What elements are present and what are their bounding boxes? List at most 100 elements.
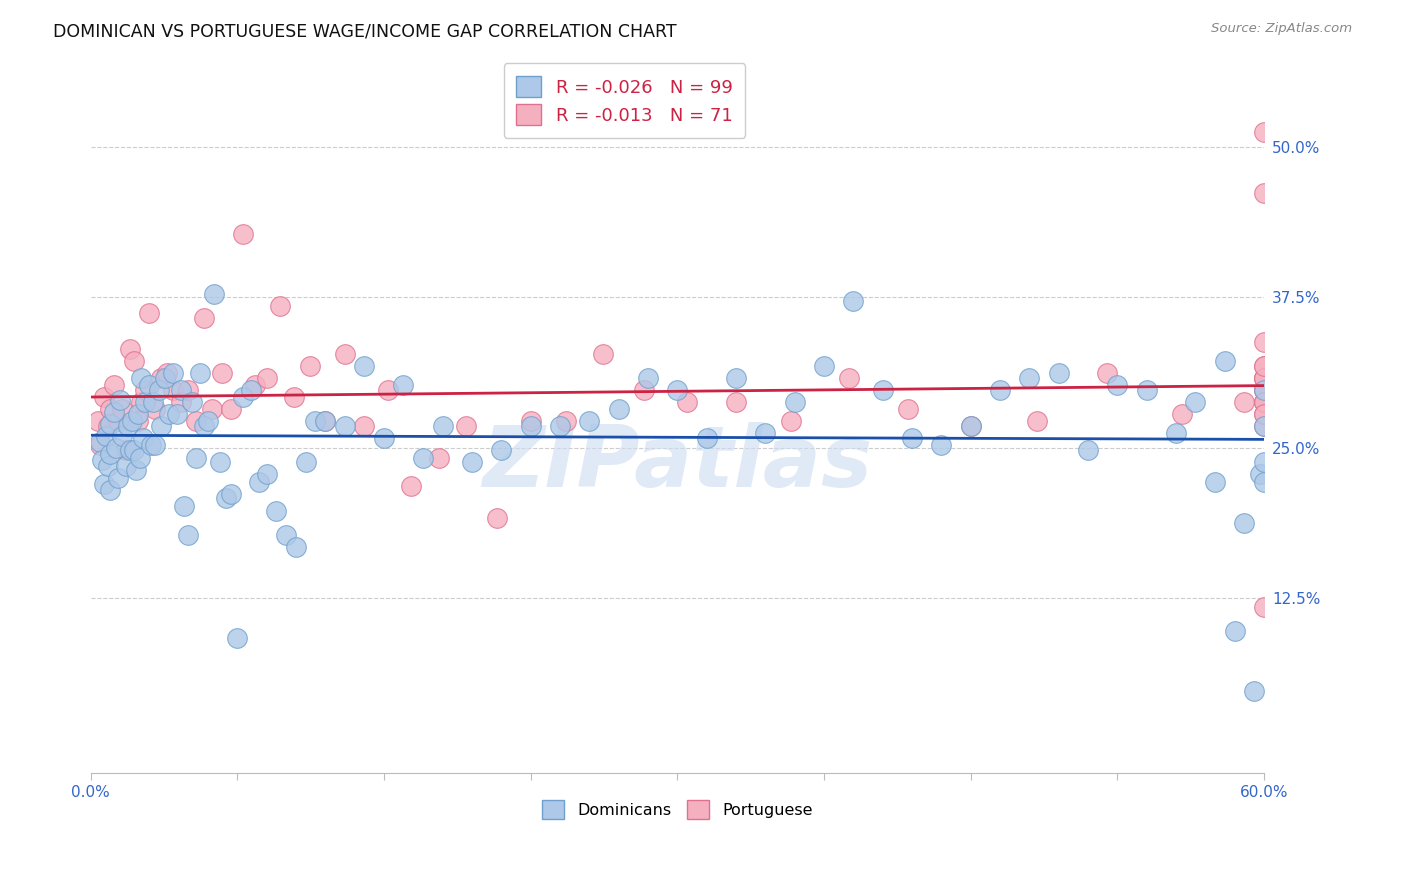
Point [269, 299, 291, 313]
Point [676, 395, 699, 409]
Point [897, 402, 920, 417]
Point [1253, 395, 1275, 409]
Point [373, 431, 395, 445]
Point [114, 458, 136, 473]
Point [247, 475, 270, 489]
Point [122, 443, 145, 458]
Point [214, 491, 236, 506]
Point [97, 458, 120, 473]
Point [121, 414, 143, 428]
Point [105, 441, 128, 455]
Point [166, 407, 188, 421]
Point [132, 431, 155, 445]
Point [122, 354, 145, 368]
Point [314, 414, 336, 428]
Point [142, 395, 165, 409]
Point [111, 429, 134, 443]
Point [156, 366, 179, 380]
Point [633, 383, 655, 397]
Point [1253, 359, 1275, 373]
Point [108, 392, 131, 407]
Point [127, 407, 149, 421]
Point [202, 286, 225, 301]
Point [1204, 475, 1226, 489]
Point [96, 429, 118, 443]
Point [208, 455, 231, 469]
Point [128, 450, 150, 465]
Point [427, 450, 450, 465]
Point [838, 371, 860, 385]
Point [1253, 407, 1275, 421]
Point [783, 395, 806, 409]
Point [1253, 419, 1275, 434]
Point [1253, 371, 1275, 385]
Point [959, 419, 981, 434]
Point [98, 483, 121, 497]
Point [173, 499, 195, 513]
Point [91, 453, 114, 467]
Point [134, 383, 156, 397]
Point [98, 447, 121, 461]
Point [1253, 383, 1275, 397]
Point [1233, 516, 1256, 530]
Point [103, 378, 125, 392]
Point [124, 462, 146, 476]
Point [294, 455, 316, 469]
Point [276, 527, 298, 541]
Point [1184, 395, 1206, 409]
Point [1253, 371, 1275, 385]
Point [131, 371, 153, 385]
Point [162, 366, 184, 380]
Point [1253, 419, 1275, 434]
Point [1243, 684, 1265, 698]
Point [578, 414, 600, 428]
Point [283, 390, 305, 404]
Point [959, 419, 981, 434]
Point [239, 383, 262, 397]
Point [134, 395, 156, 409]
Point [491, 443, 513, 458]
Point [148, 383, 170, 397]
Point [412, 450, 434, 465]
Point [114, 443, 136, 458]
Point [107, 414, 129, 428]
Point [169, 395, 191, 409]
Point [211, 366, 233, 380]
Point [1233, 395, 1256, 409]
Point [256, 467, 278, 482]
Point [929, 438, 952, 452]
Point [150, 371, 173, 385]
Point [1253, 455, 1275, 469]
Point [519, 419, 541, 434]
Point [1253, 395, 1275, 409]
Point [201, 402, 224, 417]
Point [97, 419, 120, 434]
Point [353, 419, 375, 434]
Text: Source: ZipAtlas.com: Source: ZipAtlas.com [1212, 22, 1353, 36]
Point [153, 371, 176, 385]
Point [1213, 354, 1236, 368]
Point [454, 419, 477, 434]
Point [111, 402, 134, 417]
Point [186, 450, 208, 465]
Point [197, 414, 219, 428]
Point [872, 383, 894, 397]
Point [177, 527, 200, 541]
Point [1107, 378, 1129, 392]
Point [1018, 371, 1040, 385]
Point [138, 306, 160, 320]
Point [232, 227, 254, 241]
Point [107, 471, 129, 485]
Point [666, 383, 689, 397]
Legend: Dominicans, Portuguese: Dominicans, Portuguese [536, 794, 820, 825]
Point [754, 426, 776, 441]
Point [193, 310, 215, 325]
Point [150, 419, 173, 434]
Point [724, 395, 747, 409]
Point [131, 395, 153, 409]
Point [1253, 475, 1275, 489]
Point [1135, 383, 1157, 397]
Point [157, 407, 180, 421]
Point [177, 383, 200, 397]
Point [1047, 366, 1070, 380]
